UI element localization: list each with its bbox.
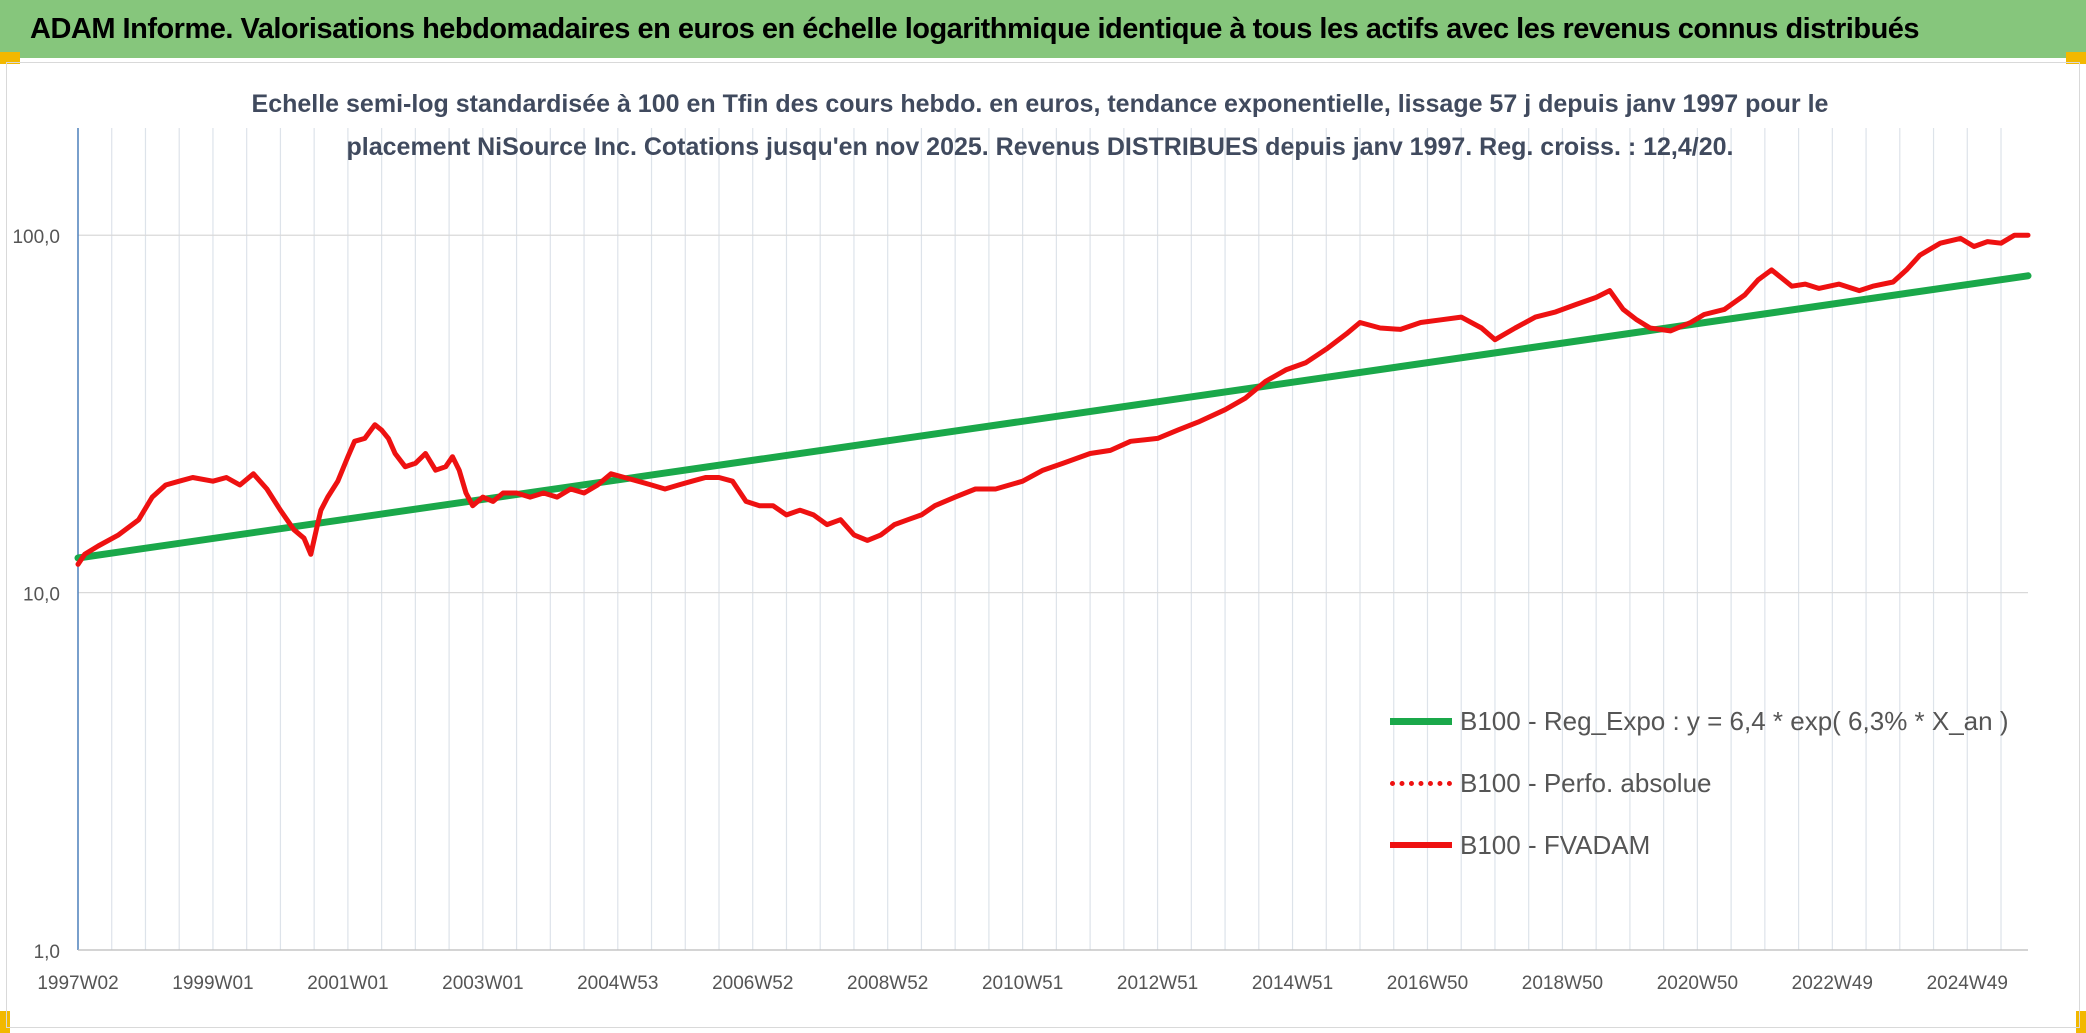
y-tick-label-0: 1,0 xyxy=(34,942,60,963)
x-tick-label-3: 2003W01 xyxy=(442,973,523,994)
x-tick-label-9: 2014W51 xyxy=(1252,973,1333,994)
corner-marker-top-right xyxy=(2066,52,2086,64)
series-fvadam-line xyxy=(75,232,2031,567)
x-tick-label-6: 2008W52 xyxy=(847,973,928,994)
x-tick-label-2: 2001W01 xyxy=(307,973,388,994)
chart-legend: B100 - Reg_Expo : y = 6,4 * exp( 6,3% * … xyxy=(1390,690,2009,876)
x-tick-label-14: 2024W49 xyxy=(1927,973,2008,994)
x-tick-label-1: 1999W01 xyxy=(172,973,253,994)
legend-label-trend: B100 - Reg_Expo : y = 6,4 * exp( 6,3% * … xyxy=(1460,705,2009,736)
x-tick-label-12: 2020W50 xyxy=(1657,973,1738,994)
legend-label-perfo: B100 - Perfo. absolue xyxy=(1460,767,1712,798)
x-tick-label-4: 2004W53 xyxy=(577,973,658,994)
x-tick-label-13: 2022W49 xyxy=(1792,973,1873,994)
x-tick-label-8: 2012W51 xyxy=(1117,973,1198,994)
legend-swatch-trend xyxy=(1390,717,1452,725)
series-trend-line xyxy=(74,272,2032,562)
corner-marker-bottom-right xyxy=(2076,1011,2086,1033)
y-tick-label-2: 100,0 xyxy=(12,227,60,248)
legend-swatch-perfo xyxy=(1390,780,1452,786)
legend-item-fvadam: B100 - FVADAM xyxy=(1390,814,2009,876)
report-title: ADAM Informe. Valorisations hebdomadaire… xyxy=(30,12,1920,45)
x-tick-label-10: 2016W50 xyxy=(1387,973,1468,994)
x-tick-label-7: 2010W51 xyxy=(982,973,1063,994)
chart-frame xyxy=(6,62,2080,1028)
legend-item-perfo: B100 - Perfo. absolue xyxy=(1390,752,2009,814)
corner-marker-top-left xyxy=(0,52,20,64)
x-tick-label-5: 2006W52 xyxy=(712,973,793,994)
legend-item-trend: B100 - Reg_Expo : y = 6,4 * exp( 6,3% * … xyxy=(1390,690,2009,752)
legend-label-fvadam: B100 - FVADAM xyxy=(1460,829,1651,860)
legend-swatch-fvadam xyxy=(1390,842,1452,848)
y-tick-label-1: 10,0 xyxy=(23,585,60,606)
x-tick-label-0: 1997W02 xyxy=(37,973,118,994)
header-bar: ADAM Informe. Valorisations hebdomadaire… xyxy=(0,0,2086,58)
chart-title-line2: placement NiSource Inc. Cotations jusqu'… xyxy=(346,133,1734,161)
x-tick-label-11: 2018W50 xyxy=(1522,973,1603,994)
corner-marker-bottom-left xyxy=(0,1011,10,1033)
chart-title-line1: Echelle semi-log standardisée à 100 en T… xyxy=(251,90,1829,118)
